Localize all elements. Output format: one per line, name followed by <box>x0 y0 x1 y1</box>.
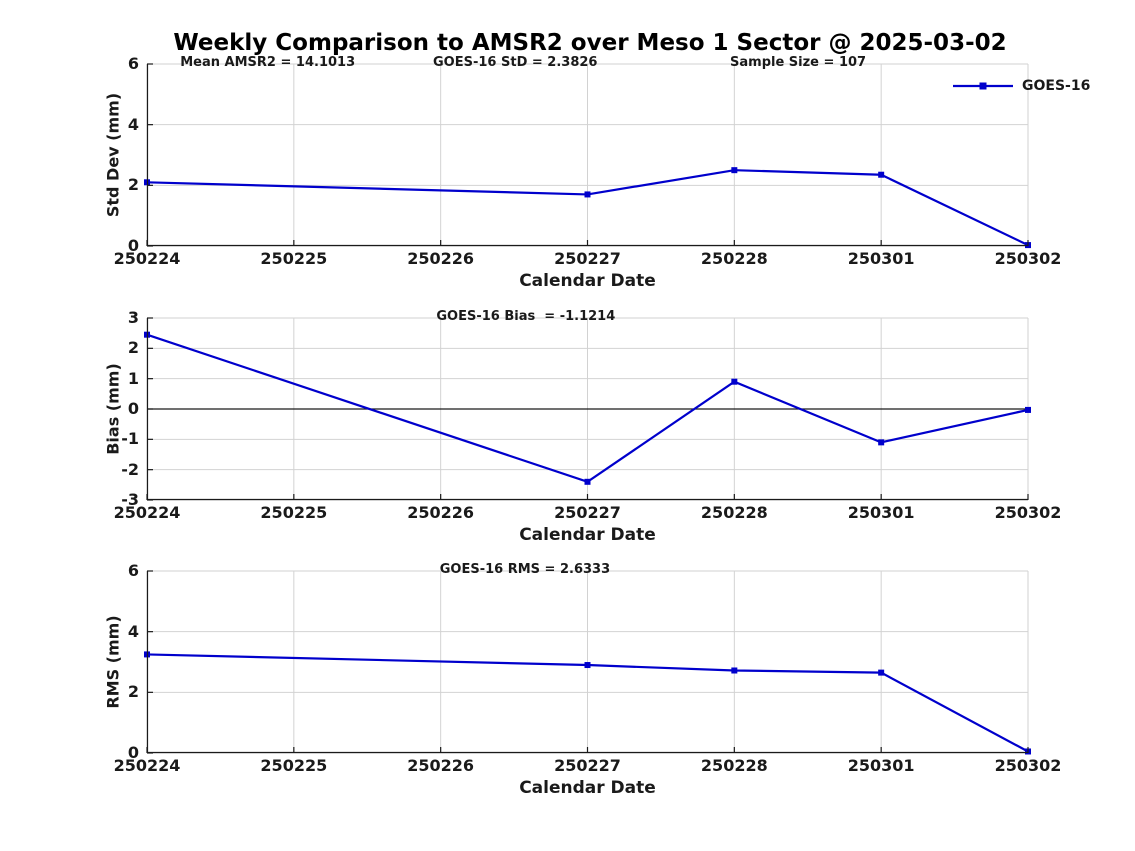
y-tick-label: 6 <box>127 561 139 580</box>
legend-label: GOES-16 <box>1022 78 1091 94</box>
x-tick-label: 250301 <box>847 756 915 775</box>
x-tick-label: 250227 <box>554 756 621 775</box>
data-point-marker <box>878 171 885 178</box>
stat-annotation: GOES-16 Bias = -1.1214 <box>436 309 616 324</box>
x-tick-label: 250225 <box>260 249 328 268</box>
data-point-marker <box>731 378 738 385</box>
legend: GOES-16 <box>952 78 1090 94</box>
data-point-marker <box>584 478 591 485</box>
data-point-marker <box>731 167 738 174</box>
data-point-marker <box>584 662 591 669</box>
data-point-marker <box>878 669 885 676</box>
x-tick-label: 250226 <box>407 756 475 775</box>
subplot-std-dev: 250224 250225 250226 250227 250228 250301 2503… <box>104 54 1062 291</box>
x-tick-label: 250226 <box>407 249 475 268</box>
y-axis-label: Std Dev (mm) <box>103 92 123 218</box>
x-tick-label: 250226 <box>407 503 475 522</box>
y-axis-label: Bias (mm) <box>103 363 123 455</box>
y-tick-label: 2 <box>127 175 139 195</box>
plot-canvas <box>144 317 1031 501</box>
y-tick-label: 0 <box>127 743 139 762</box>
y-tick-label: 2 <box>127 682 139 702</box>
subplot-rms: 250224 250225 250226 250227 250228 250301 2503… <box>104 561 1062 798</box>
legend-line-sample-icon <box>953 82 1013 90</box>
y-tick-label: -2 <box>121 459 139 479</box>
x-tick-label: 250302 <box>994 503 1062 522</box>
data-point-marker <box>1025 406 1031 413</box>
y-axis-label: RMS (mm) <box>103 615 123 709</box>
y-tick-label: 4 <box>127 621 139 641</box>
x-tick-label: 250228 <box>700 756 768 775</box>
y-tick-label: 1 <box>127 368 139 388</box>
y-tick-label: -3 <box>121 490 139 509</box>
data-point-marker <box>878 439 885 446</box>
x-tick-label: 250225 <box>260 756 328 775</box>
plot-canvas <box>144 570 1031 755</box>
x-tick-label: 250227 <box>554 503 621 522</box>
stat-annotation: GOES-16 RMS = 2.6333 <box>439 562 611 577</box>
subplot-bias: 250224 250225 250226 250227 250228 250301 2503… <box>104 308 1062 545</box>
stat-annotation: Sample Size = 107 <box>730 55 867 70</box>
y-tick-label: 2 <box>127 338 139 358</box>
y-tick-label: 0 <box>127 399 139 418</box>
x-tick-label: 250228 <box>700 249 768 268</box>
x-tick-label: 250224 <box>113 503 181 522</box>
data-point-marker <box>731 667 738 674</box>
x-axis-label: Calendar Date <box>519 525 656 545</box>
y-tick-label: 4 <box>127 114 139 134</box>
y-tick-label: 0 <box>127 236 139 255</box>
x-tick-label: 250301 <box>847 249 915 268</box>
plot-canvas <box>144 63 1031 249</box>
data-point-marker <box>584 191 591 198</box>
stat-annotation: Mean AMSR2 = 14.1013 <box>180 55 356 70</box>
y-tick-label: 3 <box>127 308 139 327</box>
y-tick-label: -1 <box>121 429 139 449</box>
stat-annotation: GOES-16 StD = 2.3826 <box>433 55 598 70</box>
x-tick-label: 250224 <box>113 756 181 775</box>
x-tick-label: 250228 <box>700 503 768 522</box>
x-axis-label: Calendar Date <box>519 778 656 798</box>
x-tick-label: 250227 <box>554 249 621 268</box>
x-tick-label: 250301 <box>847 503 915 522</box>
x-tick-label: 250302 <box>994 249 1062 268</box>
y-tick-label: 6 <box>127 54 139 73</box>
x-tick-label: 250302 <box>994 756 1062 775</box>
x-axis-label: Calendar Date <box>519 271 656 291</box>
x-tick-label: 250224 <box>113 249 181 268</box>
x-tick-label: 250225 <box>260 503 328 522</box>
page-title: Weekly Comparison to AMSR2 over Meso 1 S… <box>173 30 1007 56</box>
